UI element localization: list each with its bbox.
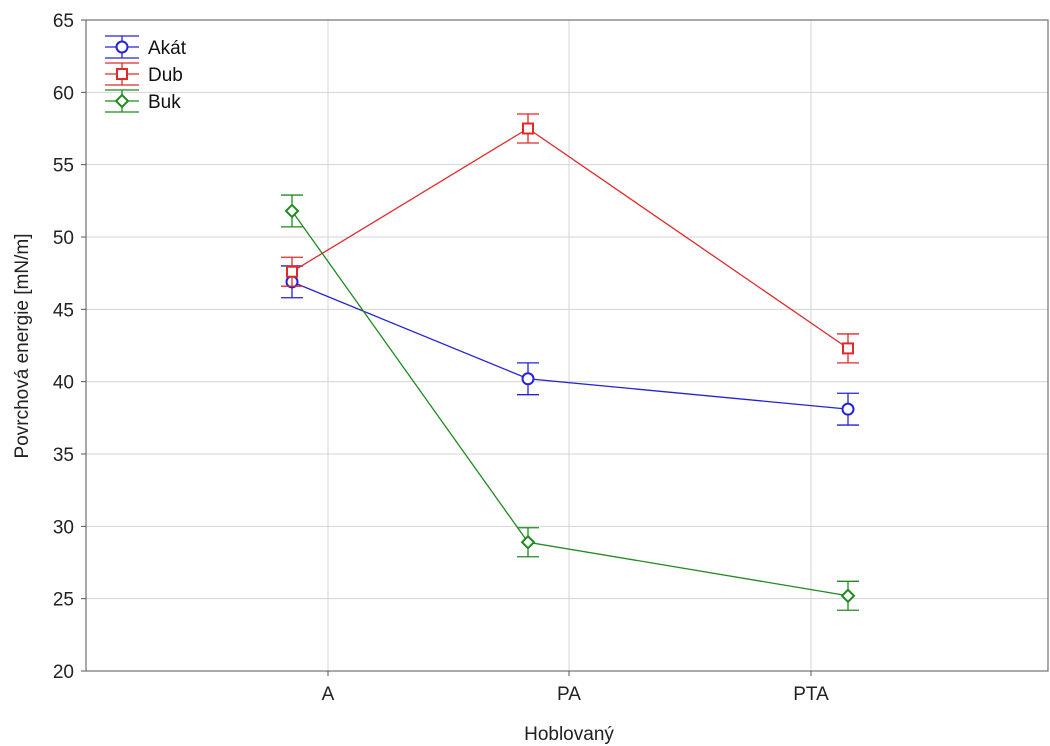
y-tick-label: 55 <box>53 156 74 177</box>
plot-frame <box>85 19 1049 672</box>
data-point <box>520 534 536 550</box>
x-tick-label: PTA <box>793 684 829 705</box>
legend-label: Akát <box>148 38 187 59</box>
legend-marker <box>114 93 130 109</box>
y-tick-label: 65 <box>53 11 74 32</box>
legend-item-dub: Dub <box>105 62 183 86</box>
grid <box>86 19 1048 672</box>
y-axis-title: Povrchová energie [mN/m] <box>12 234 33 459</box>
legend-label: Buk <box>148 92 181 113</box>
series-lines <box>281 113 859 611</box>
y-tick-label: 40 <box>53 373 74 394</box>
data-point <box>284 203 300 219</box>
y-tick-label: 35 <box>53 445 74 466</box>
series-line <box>291 210 849 597</box>
legend-marker <box>116 68 128 80</box>
data-point <box>841 402 855 416</box>
data-point <box>522 122 534 135</box>
y-tick-label: 45 <box>53 300 74 321</box>
series-dub <box>281 113 859 364</box>
y-tick-labels: 20 25 30 35 40 45 50 55 60 65 <box>53 11 74 683</box>
legend-marker <box>115 40 129 54</box>
legend-label: Dub <box>148 65 183 86</box>
legend-item-buk: Buk <box>105 89 181 113</box>
y-tick-label: 20 <box>53 662 74 683</box>
y-tick-label: 60 <box>53 83 74 104</box>
legend: Akát Dub Buk <box>105 35 187 113</box>
data-point <box>842 342 854 355</box>
x-tick-label: PA <box>557 684 581 705</box>
y-tick-label: 30 <box>53 517 74 538</box>
data-point <box>521 372 535 386</box>
y-tick-label: 25 <box>53 590 74 611</box>
legend-item-akát: Akát <box>105 35 187 59</box>
series-akát <box>281 265 859 426</box>
data-point <box>286 265 298 278</box>
axes <box>81 19 1049 676</box>
data-point <box>840 588 856 604</box>
x-tick-labels: A PA PTA <box>322 684 829 705</box>
x-tick-label: A <box>322 684 335 705</box>
series-buk <box>281 194 859 611</box>
y-tick-label: 50 <box>53 228 74 249</box>
series-line <box>291 281 849 410</box>
x-axis-title: Hoblovaný <box>524 724 614 745</box>
